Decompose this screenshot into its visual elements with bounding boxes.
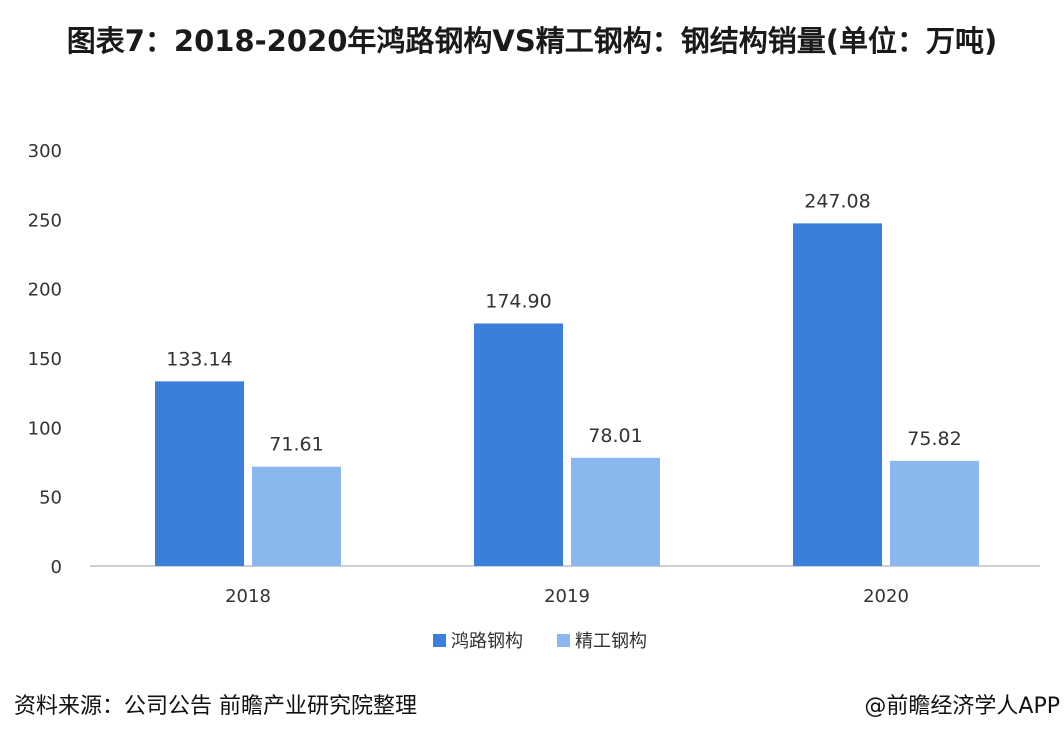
bar-2020-series-1 xyxy=(793,223,882,567)
chart-title: 图表7：2018-2020年鸿路钢构VS精工钢构：钢结构销量(单位：万吨) xyxy=(66,24,998,58)
bar-2020-series-2 xyxy=(890,460,979,566)
credit-note: @前瞻经济学人APP xyxy=(864,694,1060,719)
x-tick-label: 2020 xyxy=(863,586,909,607)
y-tick-label: 300 xyxy=(28,141,62,162)
legend-label-1: 鸿路钢构 xyxy=(451,631,523,652)
x-tick-label: 2018 xyxy=(225,586,271,607)
data-label: 174.90 xyxy=(485,290,551,312)
x-tick-label: 2019 xyxy=(544,586,590,607)
source-note: 资料来源：公司公告 前瞻产业研究院整理 xyxy=(14,694,417,719)
data-label: 75.82 xyxy=(907,428,961,450)
bar-2019-series-2 xyxy=(571,457,660,566)
y-tick-label: 0 xyxy=(51,557,62,578)
y-tick-label: 250 xyxy=(28,210,62,231)
y-tick-label: 200 xyxy=(28,280,62,301)
bar-2018-series-1 xyxy=(155,381,244,566)
legend-swatch-2 xyxy=(557,634,570,647)
data-label: 247.08 xyxy=(804,190,870,212)
data-label: 71.61 xyxy=(269,434,323,456)
bar-2019-series-1 xyxy=(474,323,563,566)
legend-swatch-1 xyxy=(433,634,446,647)
legend-label-2: 精工钢构 xyxy=(575,631,647,652)
y-tick-label: 100 xyxy=(28,418,62,439)
y-tick-label: 150 xyxy=(28,349,62,370)
data-label: 78.01 xyxy=(588,425,642,447)
y-tick-label: 50 xyxy=(39,488,62,509)
data-label: 133.14 xyxy=(166,348,232,370)
bar-2018-series-2 xyxy=(252,466,341,566)
